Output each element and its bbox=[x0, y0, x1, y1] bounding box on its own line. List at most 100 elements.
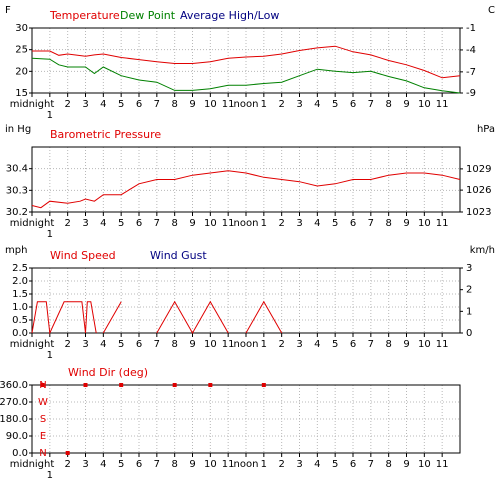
x-tick-label: 4 bbox=[314, 339, 320, 350]
legend-entry: Dew Point bbox=[120, 9, 176, 22]
x-tick-label: noon bbox=[234, 99, 259, 110]
x-tick-label: 10 bbox=[204, 339, 217, 350]
x-tick-label: 9 bbox=[189, 459, 195, 470]
y-tick-label: 360.0 bbox=[0, 380, 28, 391]
x-tick-label: 2 bbox=[64, 459, 70, 470]
compass-label: S bbox=[40, 414, 46, 425]
y-tick-label: 90.0 bbox=[6, 431, 28, 442]
x-tick-label: 4 bbox=[314, 459, 320, 470]
y-tick-label: 30.3 bbox=[6, 185, 28, 196]
series-line bbox=[31, 170, 461, 209]
x-tick-label: 5 bbox=[332, 339, 338, 350]
x-tick-label: 11 bbox=[222, 339, 235, 350]
y2-tick-label: 1023 bbox=[466, 207, 491, 218]
x-tick-label: 9 bbox=[189, 99, 195, 110]
x-tick-label: 8 bbox=[171, 339, 177, 350]
x-tick-label: 5 bbox=[118, 459, 124, 470]
y-tick-label: 270.0 bbox=[0, 397, 28, 408]
y2-tick-label: -9 bbox=[466, 88, 476, 99]
x-tick-label: 7 bbox=[368, 218, 374, 229]
y2-tick-label: -7 bbox=[466, 67, 476, 78]
x-tick-label: 9 bbox=[403, 339, 409, 350]
y-tick-label: 1.5 bbox=[12, 289, 28, 300]
y2-tick-label: 1029 bbox=[466, 164, 491, 175]
legend-entry: Wind Speed bbox=[50, 249, 116, 262]
x-tick-label: 5 bbox=[118, 218, 124, 229]
x-tick-label: 3 bbox=[296, 459, 302, 470]
y2-tick-label: 1 bbox=[466, 306, 472, 317]
x-tick-label: 6 bbox=[350, 339, 356, 350]
x-tick-label: 11 bbox=[436, 339, 449, 350]
legend-entry: Wind Dir (deg) bbox=[68, 366, 148, 379]
x-tick-label: 9 bbox=[403, 99, 409, 110]
y-tick-label: 2.0 bbox=[12, 276, 28, 287]
x-tick-label: 1 bbox=[47, 470, 53, 480]
x-tick-label: 10 bbox=[204, 218, 217, 229]
y2-tick-label: 3 bbox=[466, 263, 472, 274]
x-tick-label: 1 bbox=[47, 229, 53, 240]
y2-tick-label: -4 bbox=[466, 45, 476, 56]
y-tick-label: 30.2 bbox=[6, 207, 28, 218]
y2-axis-label: km/h bbox=[470, 245, 495, 256]
x-tick-label: 3 bbox=[296, 99, 302, 110]
x-tick-label: 6 bbox=[136, 218, 142, 229]
x-tick-label: 6 bbox=[136, 99, 142, 110]
x-tick-label: 9 bbox=[403, 459, 409, 470]
series-line bbox=[31, 300, 283, 335]
x-tick-label: 10 bbox=[418, 218, 431, 229]
x-tick-label: 2 bbox=[64, 218, 70, 229]
x-tick-label: 3 bbox=[82, 459, 88, 470]
series-line bbox=[32, 45, 461, 79]
compass-label: E bbox=[40, 431, 46, 442]
point bbox=[208, 383, 213, 387]
x-tick-label: midnight bbox=[10, 218, 55, 229]
x-tick-label: 2 bbox=[64, 99, 70, 110]
x-tick-label: 7 bbox=[154, 339, 160, 350]
legend-entry: Temperature bbox=[49, 9, 120, 22]
y-tick-label: 180.0 bbox=[0, 414, 28, 425]
x-tick-label: 10 bbox=[204, 99, 217, 110]
x-tick-label: 7 bbox=[154, 459, 160, 470]
x-tick-label: 5 bbox=[332, 99, 338, 110]
x-tick-label: 3 bbox=[296, 218, 302, 229]
x-tick-label: 8 bbox=[385, 459, 391, 470]
x-tick-label: 8 bbox=[171, 218, 177, 229]
x-tick-label: midnight bbox=[10, 99, 55, 110]
x-tick-label: 8 bbox=[385, 99, 391, 110]
x-tick-label: 11 bbox=[222, 218, 235, 229]
point bbox=[172, 383, 177, 387]
x-tick-label: 7 bbox=[368, 459, 374, 470]
x-tick-label: noon bbox=[234, 459, 259, 470]
x-tick-label: 3 bbox=[82, 218, 88, 229]
x-tick-label: 11 bbox=[436, 459, 449, 470]
y-tick-label: 30.4 bbox=[6, 164, 28, 175]
point bbox=[119, 383, 124, 387]
x-tick-label: 2 bbox=[278, 339, 284, 350]
x-tick-label: 7 bbox=[154, 99, 160, 110]
x-tick-label: 10 bbox=[204, 459, 217, 470]
y2-tick-label: -1 bbox=[466, 23, 476, 34]
x-tick-label: 4 bbox=[314, 99, 320, 110]
x-tick-label: 1 bbox=[47, 110, 53, 121]
x-tick-label: 9 bbox=[403, 218, 409, 229]
y-tick-label: 30 bbox=[15, 23, 28, 34]
x-tick-label: 6 bbox=[136, 339, 142, 350]
y-axis-label: in Hg bbox=[5, 124, 31, 135]
legend-entry: Wind Gust bbox=[150, 249, 207, 262]
y-tick-label: 0.0 bbox=[12, 448, 28, 459]
y2-axis-label: hPa bbox=[477, 124, 495, 135]
series-line bbox=[31, 57, 461, 94]
x-tick-label: 7 bbox=[154, 218, 160, 229]
x-tick-label: 4 bbox=[100, 339, 106, 350]
y-axis-label: F bbox=[5, 5, 11, 16]
x-tick-label: 9 bbox=[189, 339, 195, 350]
x-tick-label: 7 bbox=[368, 99, 374, 110]
x-tick-label: 1 bbox=[47, 350, 53, 361]
x-tick-label: 8 bbox=[171, 459, 177, 470]
x-tick-label: 6 bbox=[350, 218, 356, 229]
point bbox=[65, 451, 70, 455]
x-tick-label: 7 bbox=[368, 339, 374, 350]
x-tick-label: 1 bbox=[261, 339, 267, 350]
x-tick-label: 11 bbox=[436, 99, 449, 110]
